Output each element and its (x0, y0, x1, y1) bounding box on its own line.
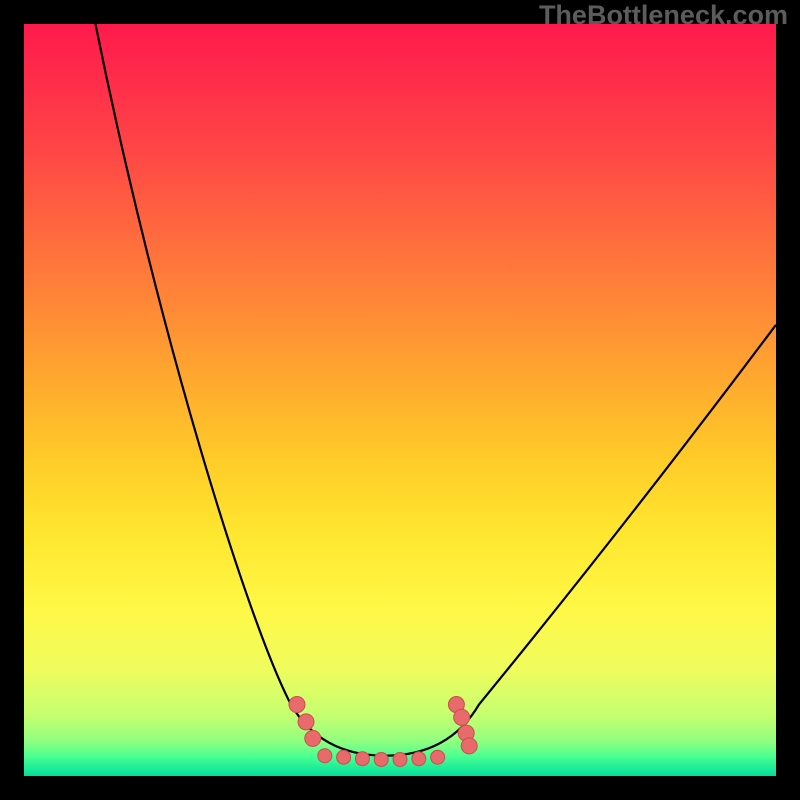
marker-left-0 (289, 697, 305, 713)
marker-left-1 (298, 714, 314, 730)
plot-background (24, 24, 776, 776)
marker-trough-0 (318, 749, 332, 763)
marker-right-3 (461, 738, 477, 754)
marker-trough-4 (393, 752, 407, 766)
marker-trough-2 (355, 752, 369, 766)
marker-right-1 (454, 709, 470, 725)
marker-trough-1 (337, 750, 351, 764)
chart-svg (0, 0, 800, 800)
marker-trough-6 (431, 750, 445, 764)
chart-frame: TheBottleneck.com (0, 0, 800, 800)
marker-left-2 (305, 730, 321, 746)
marker-trough-3 (374, 752, 388, 766)
marker-trough-5 (412, 752, 426, 766)
